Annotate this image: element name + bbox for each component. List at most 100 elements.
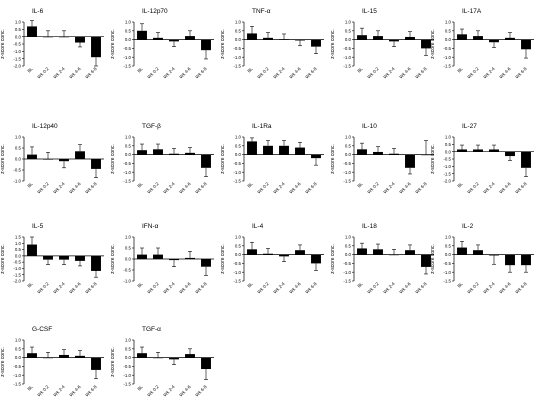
panel-title: IL-17A — [462, 8, 482, 15]
y-tick-label: 0.5 — [125, 246, 132, 251]
x-tick-label: Wk 6-8 — [84, 181, 98, 195]
y-tick-label: 0.0 — [445, 37, 452, 42]
panel-il-2: IL-2 z-score conc. 1.0 0.5 0.0 -0.5 -1.0 -1.5 BL… — [430, 223, 534, 295]
x-tick-label: Wk 2-4 — [272, 66, 286, 80]
y-tick-label: 0.0 — [15, 34, 22, 39]
y-tick-label: 1.0 — [15, 338, 22, 343]
x-tick-label: Wk 0-2 — [146, 384, 160, 398]
x-tick-label: Wk 0-2 — [36, 181, 50, 195]
y-tick-label: -1.5 — [343, 279, 351, 284]
y-tick-label: 0.5 — [445, 28, 452, 33]
bar-wk-0-2 — [43, 255, 53, 260]
x-tick-label: BL — [246, 66, 254, 74]
bar-wk-2-4 — [389, 254, 399, 256]
x-tick-label: Wk 2-4 — [272, 181, 286, 195]
y-tick-label: 0.5 — [445, 243, 452, 248]
y-tick-label: -1.0 — [233, 170, 241, 175]
y-tick-label: -1.0 — [13, 49, 21, 54]
y-tick-label: 1.0 — [345, 20, 352, 25]
panel-il-4: IL-4 z-score conc. 1.0 0.5 0.0 -0.5 -1.0 -1.5 BL… — [220, 223, 324, 295]
y-tick-label: -1.5 — [123, 179, 131, 184]
y-tick-label: -0.5 — [233, 161, 241, 166]
y-tick-label: -1.0 — [123, 279, 131, 284]
x-tick-label: BL — [456, 281, 464, 289]
bar-wk-2-4 — [489, 149, 499, 152]
bar-wk-2-4 — [279, 145, 289, 155]
y-tick-label: 1.0 — [15, 135, 22, 140]
bar-bl — [457, 34, 467, 40]
y-tick-label: -1.0 — [443, 55, 451, 60]
panel-il-17a: IL-17A z-score conc. 1.0 0.5 0.0 -0.5 -1.0 -1.5… — [430, 8, 534, 80]
bar-wk-2-4 — [59, 255, 69, 260]
y-tick-label: 0.0 — [345, 37, 352, 42]
bar-bl — [137, 353, 147, 358]
y-tick-label: -1.5 — [443, 64, 451, 69]
bar-wk-0-2 — [153, 357, 163, 359]
y-tick-label: 0.5 — [345, 143, 352, 148]
bar-wk-0-2 — [43, 357, 53, 359]
y-axis-label: z-score conc. — [330, 29, 336, 59]
y-axis-label: z-score conc. — [0, 244, 6, 274]
bar-wk-0-2 — [373, 249, 383, 255]
x-tick-label: Wk 2-4 — [52, 181, 66, 195]
panel-title: IL-4 — [252, 223, 264, 230]
x-tick-label: Wk 0-2 — [256, 66, 270, 80]
x-tick-label: Wk 0-2 — [466, 181, 480, 195]
bar-wk-0-2 — [473, 36, 483, 40]
bar-wk-4-6 — [505, 151, 515, 157]
bar-wk-4-6 — [185, 152, 195, 155]
x-tick-label: BL — [246, 281, 254, 289]
x-tick-label: Wk 6-8 — [194, 66, 208, 80]
x-tick-label: BL — [26, 181, 34, 189]
y-axis-label: z-score conc. — [110, 347, 116, 377]
x-tick-label: Wk 2-4 — [52, 66, 66, 80]
x-tick-label: Wk 2-4 — [382, 66, 396, 80]
x-tick-label: Wk 0-2 — [256, 181, 270, 195]
y-tick-label: 0.0 — [125, 37, 132, 42]
bar-bl — [247, 249, 257, 255]
bar-bl — [357, 248, 367, 255]
y-tick-label: 1.0 — [125, 20, 132, 25]
y-tick-label: 0.0 — [345, 152, 352, 157]
y-tick-label: 0.0 — [125, 152, 132, 157]
x-tick-label: Wk 4-6 — [68, 384, 82, 398]
x-tick-label: Wk 2-4 — [382, 181, 396, 195]
y-tick-label: 0.0 — [235, 152, 242, 157]
y-tick-label: -0.5 — [13, 364, 21, 369]
x-tick-label: Wk 4-6 — [288, 181, 302, 195]
y-tick-label: 1.0 — [125, 235, 132, 240]
y-tick-label: 1.0 — [15, 20, 22, 25]
x-tick-label: Wk 2-4 — [482, 66, 496, 80]
x-tick-label: Wk 2-4 — [162, 66, 176, 80]
bar-wk-0-2 — [373, 151, 383, 155]
x-tick-label: Wk 6-8 — [414, 181, 428, 195]
panel-title: TGF-α — [142, 326, 161, 333]
bar-wk-0-2 — [153, 37, 163, 40]
y-tick-label: 0.5 — [125, 346, 132, 351]
x-tick-label: Wk 4-6 — [68, 66, 82, 80]
y-tick-label: -0.5 — [123, 364, 131, 369]
x-tick-label: Wk 6-8 — [84, 384, 98, 398]
bar-wk-6-8 — [91, 357, 101, 370]
x-tick-label: Wk 4-6 — [178, 181, 192, 195]
bar-bl — [457, 149, 467, 152]
y-tick-label: -1.5 — [13, 272, 21, 277]
bar-wk-4-6 — [405, 36, 415, 40]
y-tick-label: 1.0 — [345, 135, 352, 140]
y-tick-label: -1.5 — [123, 64, 131, 69]
y-tick-label: -1.0 — [233, 270, 241, 275]
panel-title: IL-12p70 — [142, 8, 168, 15]
x-tick-label: Wk 6-8 — [84, 66, 98, 80]
y-tick-label: 1.0 — [125, 338, 132, 343]
x-tick-label: BL — [356, 181, 364, 189]
y-axis-label: z-score conc. — [330, 144, 336, 174]
y-tick-label: -1.5 — [13, 56, 21, 61]
panel-il-15: IL-15 z-score conc. 1.0 0.5 0.0 -0.5 -1.0 -1.5 B… — [330, 8, 434, 80]
bar-wk-2-4 — [169, 259, 179, 261]
x-tick-label: BL — [136, 384, 144, 392]
panel-title: IL-18 — [362, 223, 377, 230]
x-tick-label: BL — [26, 384, 34, 392]
bar-wk-4-6 — [185, 36, 195, 40]
panel-title: IL-15 — [362, 8, 377, 15]
y-tick-label: 0.0 — [235, 37, 242, 42]
